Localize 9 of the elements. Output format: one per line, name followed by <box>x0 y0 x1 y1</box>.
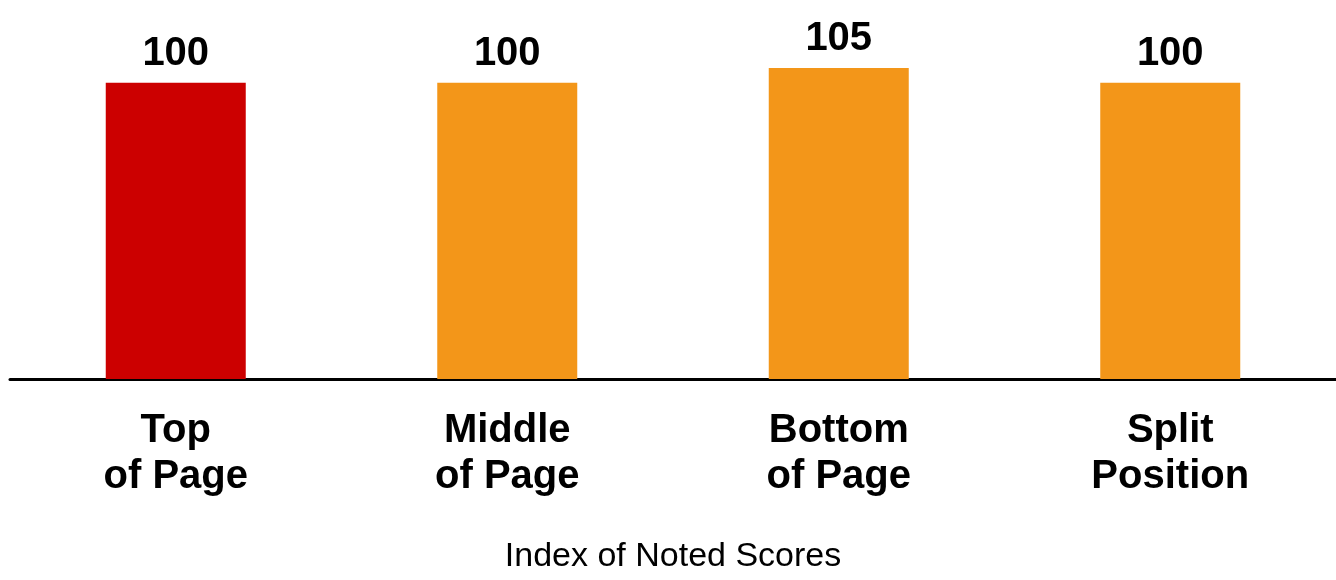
x-axis-title: Index of Noted Scores <box>504 535 842 573</box>
data-label: 100 <box>142 28 210 73</box>
data-label: 100 <box>1136 28 1204 73</box>
x-tick-label: Split Position <box>1091 406 1250 496</box>
x-tick-label: Bottom of Page <box>766 406 911 496</box>
x-tick-label: Middle of Page <box>435 406 580 496</box>
data-label: 105 <box>805 14 873 58</box>
x-tick-label: Top of Page <box>103 406 248 496</box>
data-label: 100 <box>473 28 541 73</box>
